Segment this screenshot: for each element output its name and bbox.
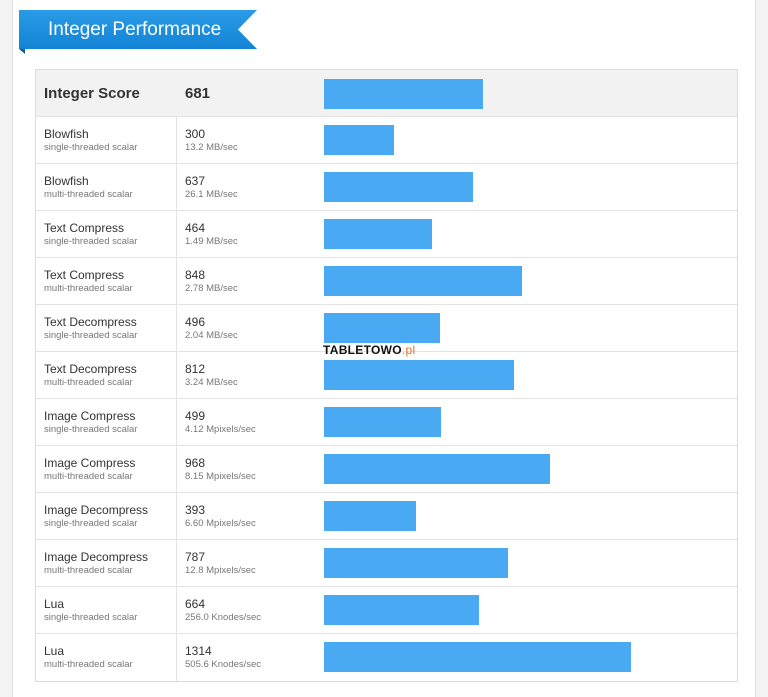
benchmark-mode: single-threaded scalar	[44, 424, 138, 435]
benchmark-score: 664	[185, 597, 206, 611]
benchmark-score: 393	[185, 503, 206, 517]
benchmark-name: Blowfish	[44, 174, 89, 188]
benchmark-name: Text Compress	[44, 221, 125, 235]
benchmark-bar	[324, 407, 441, 437]
ribbon-fold	[19, 49, 25, 54]
benchmark-score: 300	[185, 127, 206, 141]
benchmark-mode: single-threaded scalar	[44, 236, 138, 247]
table-row: Text Decompress single-threaded scalar 496…	[36, 305, 737, 352]
table-row: Text Decompress multi-threaded scalar 812 3…	[36, 352, 737, 399]
benchmark-mode: single-threaded scalar	[44, 330, 138, 341]
benchmark-bar	[324, 642, 631, 672]
section-title: Integer Performance	[19, 10, 257, 49]
table-row: Text Compress multi-threaded scalar 848 2.7…	[36, 258, 737, 305]
benchmark-mode: multi-threaded scalar	[44, 377, 133, 388]
benchmark-bar	[324, 125, 394, 155]
benchmark-mode: single-threaded scalar	[44, 142, 138, 153]
benchmark-name: Image Decompress	[44, 503, 149, 517]
benchmark-rate: 256.0 Knodes/sec	[185, 612, 262, 623]
benchmark-score: 812	[185, 362, 206, 376]
integer-score-label: Integer Score	[44, 85, 140, 102]
benchmark-mode: single-threaded scalar	[44, 518, 138, 529]
benchmark-rate: 1.49 MB/sec	[185, 236, 238, 247]
benchmark-score: 1314	[185, 644, 212, 658]
benchmark-name: Blowfish	[44, 127, 89, 141]
benchmark-score: 848	[185, 268, 206, 282]
benchmark-bar	[324, 595, 479, 625]
benchmark-mode: single-threaded scalar	[44, 612, 138, 623]
table-row: Lua single-threaded scalar 664 256.0 Knodes…	[36, 587, 737, 634]
benchmark-score: 464	[185, 221, 206, 235]
benchmark-table: Integer Score 681 Blowfish single-threade…	[35, 69, 738, 682]
benchmark-rate: 12.8 Mpixels/sec	[185, 565, 256, 576]
benchmark-mode: multi-threaded scalar	[44, 565, 133, 576]
benchmark-name: Lua	[44, 644, 65, 658]
integer-score-value: 681	[185, 85, 211, 102]
benchmark-score: 637	[185, 174, 206, 188]
benchmark-name: Image Decompress	[44, 550, 149, 564]
benchmark-rate: 4.12 Mpixels/sec	[185, 424, 256, 435]
benchmark-bar	[324, 501, 416, 531]
table-row: Lua multi-threaded scalar 1314 505.6 Knodes…	[36, 634, 737, 681]
table-row: Blowfish single-threaded scalar 300 13.2 MB…	[36, 117, 737, 164]
table-row: Image Compress multi-threaded scalar 968 8.…	[36, 446, 737, 493]
benchmark-name: Image Compress	[44, 409, 136, 423]
benchmark-mode: multi-threaded scalar	[44, 189, 133, 200]
table-row: Blowfish multi-threaded scalar 637 26.1 MB/…	[36, 164, 737, 211]
benchmark-bar	[324, 548, 508, 578]
watermark-logo: TABLETOWO.pl	[323, 343, 416, 357]
benchmark-name: Lua	[44, 597, 65, 611]
benchmark-rate: 2.04 MB/sec	[185, 330, 238, 341]
benchmark-name: Text Compress	[44, 268, 125, 282]
table-row: Text Compress single-threaded scalar 464 1.…	[36, 211, 737, 258]
benchmark-rate: 8.15 Mpixels/sec	[185, 471, 256, 482]
benchmark-bar	[324, 172, 473, 202]
benchmark-bar	[324, 219, 432, 249]
integer-score-bar	[324, 79, 483, 109]
benchmark-name: Image Compress	[44, 456, 136, 470]
benchmark-bar	[324, 313, 440, 343]
benchmark-bar	[324, 454, 550, 484]
benchmark-rate: 6.60 Mpixels/sec	[185, 518, 256, 529]
benchmark-bar	[324, 360, 514, 390]
benchmark-rate: 505.6 Knodes/sec	[185, 659, 262, 670]
benchmark-score: 787	[185, 550, 206, 564]
benchmark-bar	[324, 266, 522, 296]
benchmark-rate: 26.1 MB/sec	[185, 189, 238, 200]
table-row: Image Decompress multi-threaded scalar 787…	[36, 540, 737, 587]
table-row: Image Decompress single-threaded scalar 39…	[36, 493, 737, 540]
benchmark-rate: 3.24 MB/sec	[185, 377, 238, 388]
benchmark-name: Text Decompress	[44, 315, 137, 329]
benchmark-score: 496	[185, 315, 206, 329]
benchmark-score: 968	[185, 456, 206, 470]
benchmark-mode: multi-threaded scalar	[44, 659, 133, 670]
benchmark-mode: multi-threaded scalar	[44, 471, 133, 482]
table-row: Image Compress single-threaded scalar 499 4…	[36, 399, 737, 446]
benchmark-score: 499	[185, 409, 206, 423]
integer-score-row: Integer Score 681	[36, 70, 737, 117]
benchmark-mode: multi-threaded scalar	[44, 283, 133, 294]
benchmark-rate: 13.2 MB/sec	[185, 142, 238, 153]
benchmark-rate: 2.78 MB/sec	[185, 283, 238, 294]
benchmark-rows: Blowfish single-threaded scalar 300 13.2 MB…	[36, 117, 737, 681]
benchmark-name: Text Decompress	[44, 362, 137, 376]
